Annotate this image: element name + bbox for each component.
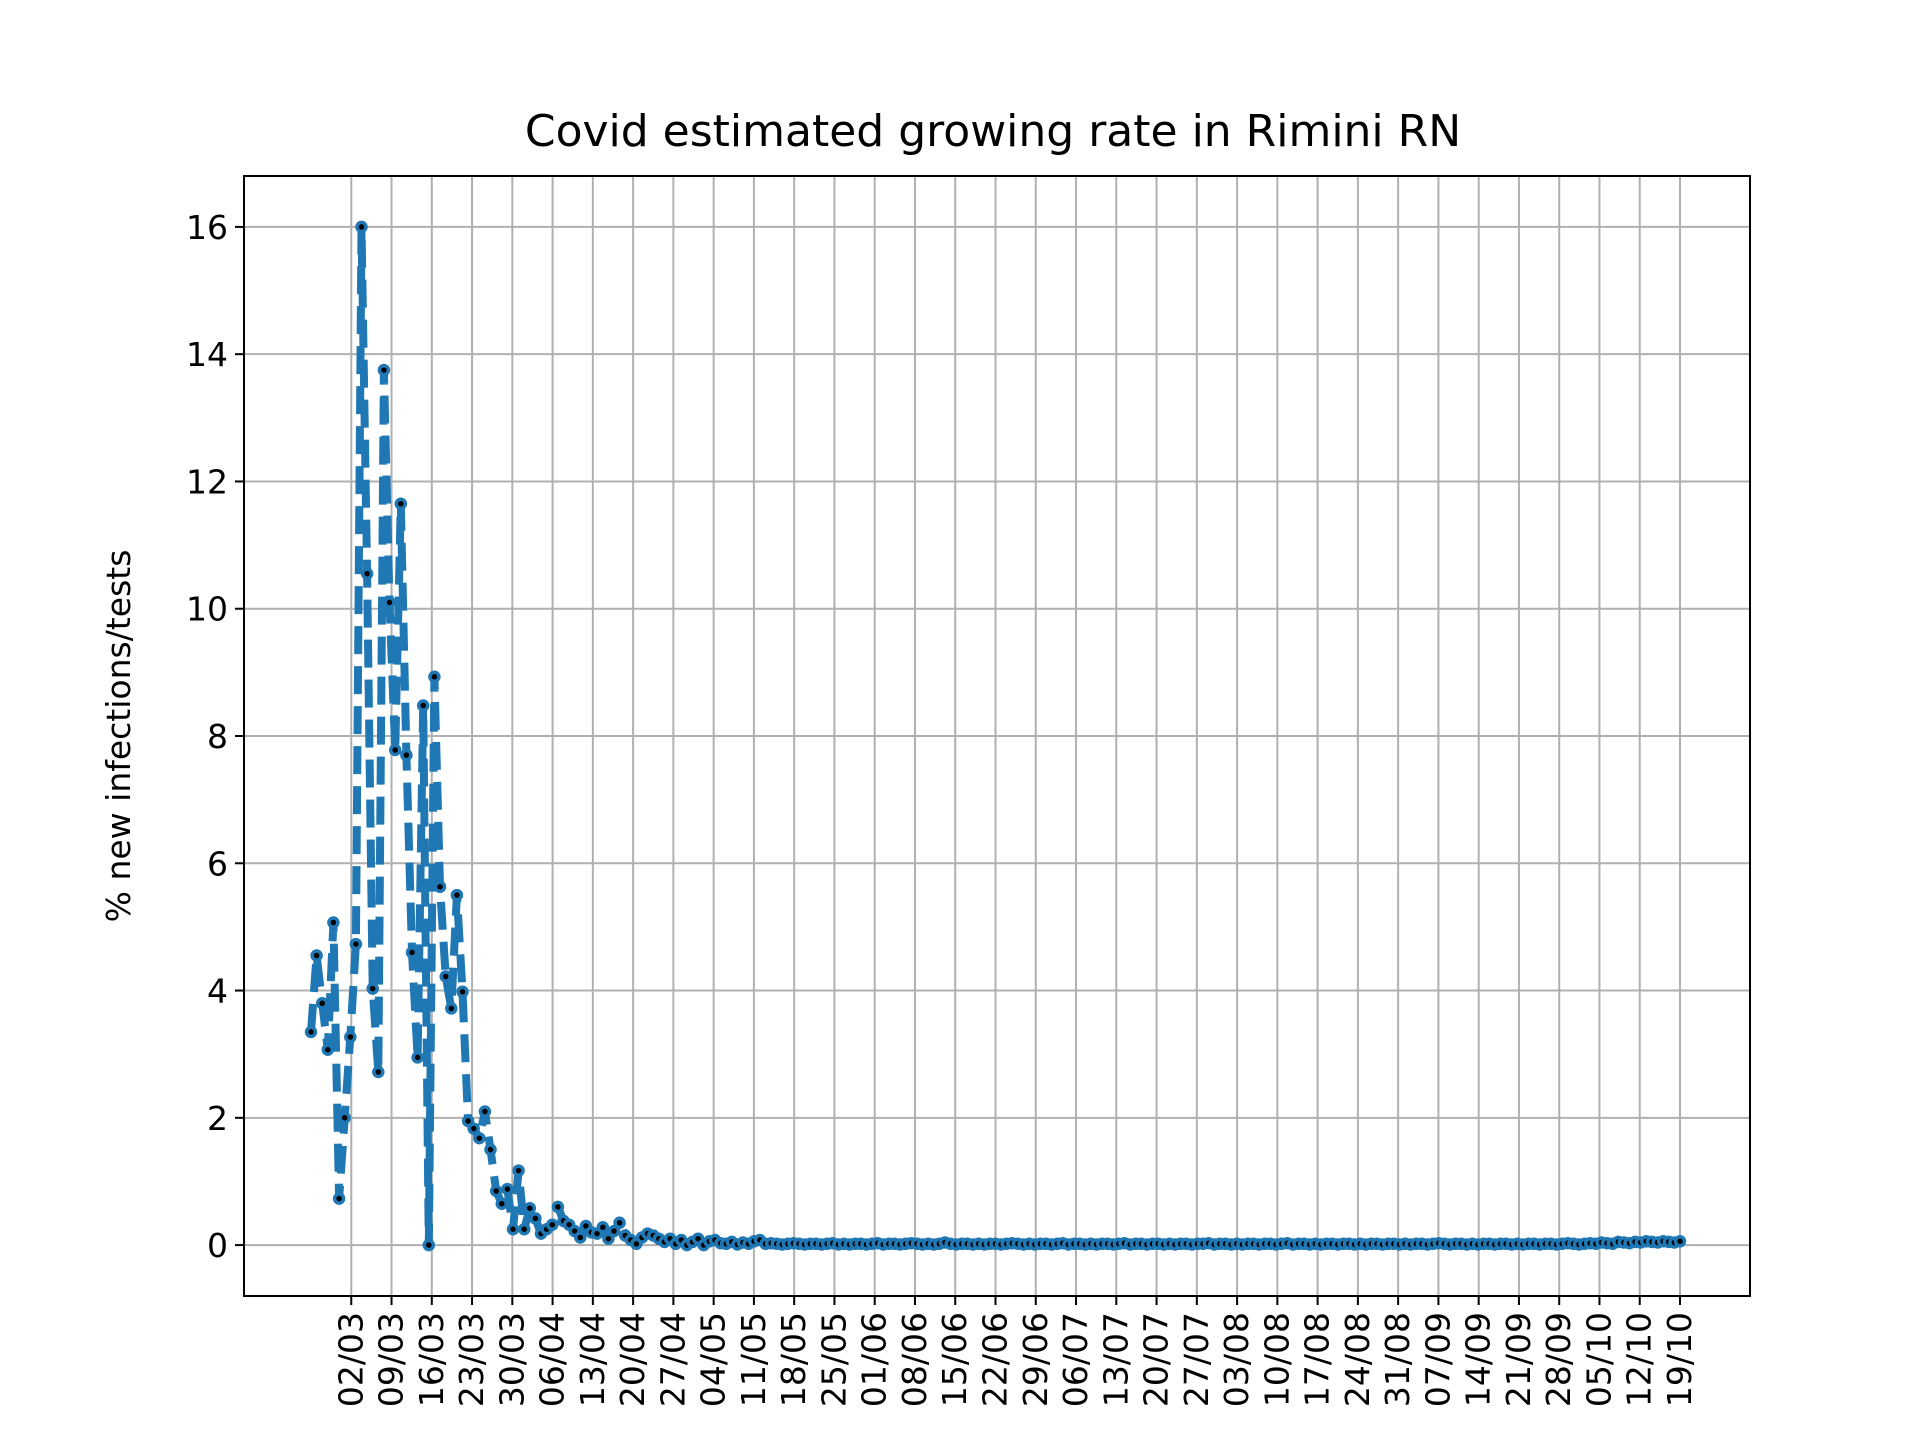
y-tick-label: 2 [207, 1099, 228, 1138]
data-point [1673, 1235, 1687, 1248]
series-layer [304, 220, 1687, 1252]
x-tick-label: 13/07 [1096, 1312, 1135, 1407]
x-tick-label: 06/07 [1056, 1312, 1095, 1407]
data-point [512, 1164, 525, 1177]
x-tick-label: 21/09 [1499, 1312, 1538, 1407]
y-tick-label: 6 [207, 844, 228, 883]
data-point [529, 1212, 542, 1225]
data-point [338, 1111, 351, 1125]
data-point [478, 1105, 492, 1118]
data-point [602, 1232, 615, 1245]
data-point [473, 1131, 486, 1145]
data-point [394, 497, 408, 510]
data-point [467, 1122, 480, 1135]
x-tick-label: 29/06 [1016, 1312, 1055, 1407]
grid [244, 176, 1750, 1296]
data-point [388, 743, 402, 757]
x-tick-label: 04/05 [694, 1312, 733, 1407]
data-point [321, 1043, 335, 1056]
data-point [461, 1114, 475, 1128]
x-tick-label: 20/04 [613, 1312, 652, 1407]
data-point [484, 1143, 497, 1156]
data-point [433, 880, 447, 894]
y-tick-label: 4 [207, 972, 228, 1011]
x-tick-label: 12/10 [1620, 1312, 1659, 1407]
data-point [310, 949, 323, 962]
y-axis-label: % new infections/tests [99, 550, 138, 923]
x-tick-label: 16/03 [412, 1312, 451, 1407]
data-point [360, 567, 374, 580]
data-point [377, 363, 391, 377]
x-tick-label: 02/03 [331, 1312, 370, 1407]
data-point [416, 699, 430, 712]
data-point [445, 1002, 458, 1015]
data-point [495, 1197, 509, 1210]
data-point [327, 916, 340, 929]
x-tick-label: 19/10 [1660, 1312, 1699, 1407]
y-tick-label: 16 [186, 208, 228, 247]
data-point [372, 1065, 385, 1079]
data-point [450, 888, 464, 902]
x-tick-label: 22/06 [976, 1312, 1015, 1407]
x-tick-label: 17/08 [1298, 1312, 1337, 1407]
y-tick-label: 0 [207, 1226, 228, 1265]
x-tick-label: 24/08 [1338, 1312, 1377, 1407]
data-point [422, 1238, 436, 1252]
x-tick-label: 07/09 [1418, 1312, 1457, 1407]
y-tick-label: 12 [186, 462, 228, 501]
x-tick-label: 27/04 [653, 1312, 692, 1407]
data-point [383, 596, 396, 609]
x-tick-label: 27/07 [1177, 1312, 1216, 1407]
data-point [551, 1200, 565, 1214]
x-tick-label: 06/04 [533, 1312, 572, 1407]
data-point [349, 937, 363, 951]
data-point [355, 220, 368, 234]
x-tick-label: 30/03 [492, 1312, 531, 1407]
data-point [613, 1216, 626, 1230]
data-point [411, 1051, 424, 1064]
data-point [405, 946, 419, 959]
data-point [506, 1222, 520, 1236]
x-tick-label: 18/05 [774, 1312, 813, 1407]
x-tick-label: 28/09 [1539, 1312, 1578, 1407]
data-point [501, 1182, 514, 1196]
x-tick-label: 13/04 [573, 1312, 612, 1407]
data-point [428, 670, 441, 684]
data-point [574, 1231, 587, 1244]
data-point [489, 1184, 503, 1198]
x-tick-label: 01/06 [855, 1312, 894, 1407]
x-tick-label: 15/06 [935, 1312, 974, 1407]
x-tick-label: 03/08 [1217, 1312, 1256, 1407]
x-tick-label: 09/03 [372, 1312, 411, 1407]
x-tick-label: 20/07 [1137, 1312, 1176, 1407]
data-point [315, 997, 329, 1010]
data-point [517, 1222, 531, 1236]
data-point [400, 748, 413, 762]
x-tick-label: 23/03 [452, 1312, 491, 1407]
y-axis: 0 2 4 6 8 10 12 14 16 [186, 208, 244, 1265]
data-point [596, 1221, 610, 1234]
data-point [439, 970, 452, 983]
x-axis: 02/03 09/03 16/03 23/03 30/03 06/04 13/04 20/04… [331, 1296, 1699, 1407]
data-point [523, 1201, 537, 1215]
x-tick-label: 25/05 [814, 1312, 853, 1407]
x-tick-label: 08/06 [895, 1312, 934, 1407]
y-tick-label: 10 [186, 590, 228, 629]
data-point [456, 985, 469, 999]
x-tick-label: 14/09 [1459, 1312, 1498, 1407]
x-tick-label: 31/08 [1378, 1312, 1417, 1407]
x-tick-label: 10/08 [1257, 1312, 1296, 1407]
data-point [546, 1218, 559, 1231]
y-tick-label: 8 [207, 717, 228, 756]
data-point [304, 1025, 318, 1039]
x-tick-label: 11/05 [734, 1312, 773, 1407]
data-point [607, 1224, 621, 1238]
data-point [332, 1192, 346, 1205]
data-point [344, 1030, 357, 1044]
chart-title: Covid estimated growing rate in Rimini R… [525, 106, 1461, 157]
x-tick-label: 05/10 [1579, 1312, 1618, 1407]
y-tick-label: 14 [186, 335, 228, 374]
data-point [366, 982, 379, 995]
